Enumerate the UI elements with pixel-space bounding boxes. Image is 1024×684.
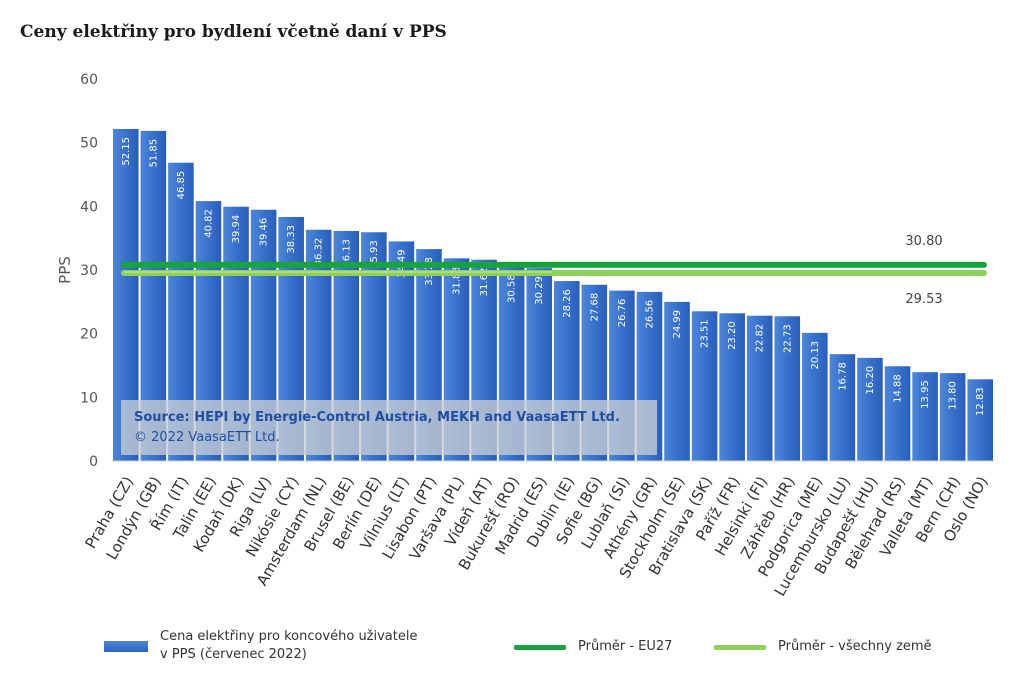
bar — [912, 372, 938, 461]
y-tick-label: 0 — [89, 454, 98, 470]
bar — [884, 366, 911, 461]
bar — [719, 313, 745, 461]
y-tick-label: 10 — [80, 390, 98, 406]
bar-value-label: 52.15 — [121, 137, 132, 166]
bar-value-label: 13.95 — [920, 380, 931, 409]
bar-value-label: 23.20 — [727, 321, 738, 350]
bar-value-label: 39.46 — [259, 218, 270, 247]
source-note-background — [121, 400, 657, 455]
y-axis-title: PPS — [56, 256, 74, 284]
bar-value-label: 46.85 — [176, 171, 187, 200]
bar-value-label: 38.33 — [286, 225, 297, 254]
legend-swatch-all — [714, 644, 766, 650]
bar-value-label: 36.32 — [314, 238, 325, 267]
bar-value-label: 23.51 — [700, 319, 711, 348]
source-note-line1: Source: HEPI by Energie-Control Austria,… — [134, 410, 620, 425]
legend-swatch-bar — [104, 640, 148, 652]
bar — [829, 354, 856, 461]
bar — [857, 357, 883, 461]
source-note-line2: © 2022 VaasaETT Ltd. — [134, 430, 280, 445]
legend-swatch-eu27 — [514, 644, 566, 650]
bar-value-label: 24.99 — [672, 310, 683, 339]
bar-value-label: 12.83 — [975, 387, 986, 416]
bar-value-label: 40.82 — [203, 209, 214, 238]
bar-value-label: 26.56 — [644, 300, 655, 329]
y-tick-label: 20 — [80, 327, 98, 343]
bar — [746, 315, 773, 461]
average-lines-group — [121, 261, 987, 276]
bar — [774, 316, 801, 461]
bar-value-label: 16.78 — [837, 362, 848, 391]
bar-value-label: 13.80 — [948, 381, 959, 410]
y-tick-label: 30 — [80, 263, 98, 279]
bar-value-label: 30.58 — [507, 274, 518, 303]
legend-label-all: Průměr - všechny země — [778, 639, 932, 654]
bar — [802, 332, 828, 461]
bar-value-label: 36.13 — [341, 239, 352, 268]
eu27-average-label: 30.80 — [905, 234, 942, 249]
bar-value-label: 22.73 — [782, 324, 793, 353]
legend-label-price-line2: v PPS (červenec 2022) — [160, 647, 307, 662]
bar-value-label: 39.94 — [231, 215, 242, 244]
bar — [691, 311, 718, 461]
bar-value-label: 51.85 — [148, 139, 159, 168]
bar-value-label: 35.93 — [369, 240, 380, 269]
average-labels-group: 30.80 29.53 — [905, 234, 942, 307]
legend-label-price-line1: Cena elektřiny pro koncového uživatele — [160, 629, 418, 644]
bar-value-label: 27.68 — [589, 293, 600, 322]
bar-value-label: 31.62 — [479, 268, 490, 297]
bar-value-label: 30.29 — [534, 276, 545, 305]
legend-item-all: Průměr - všechny země — [714, 638, 932, 656]
y-tick-label: 40 — [80, 199, 98, 215]
y-tick-label: 60 — [80, 72, 98, 88]
chart-title: Ceny elektřiny pro bydlení včetně daní v… — [20, 22, 447, 42]
bar-value-label: 16.20 — [865, 366, 876, 395]
legend-item-eu27: Průměr - EU27 — [514, 638, 672, 656]
all-countries-average-label: 29.53 — [905, 292, 942, 307]
bar-value-label: 31.83 — [452, 266, 463, 295]
bar — [939, 373, 966, 461]
y-tick-label: 50 — [80, 136, 98, 152]
legend-label-eu27: Průměr - EU27 — [578, 639, 673, 654]
bar-value-label: 22.82 — [755, 324, 766, 353]
bar — [664, 301, 690, 461]
bar-value-label: 20.13 — [810, 341, 821, 370]
bar — [967, 379, 993, 461]
bar-value-label: 28.26 — [562, 289, 573, 318]
legend-item-price: Cena elektřiny pro koncového uživatele v… — [104, 628, 417, 664]
bar-value-label: 26.76 — [617, 299, 628, 328]
source-note-box: Source: HEPI by Energie-Control Austria,… — [121, 400, 657, 455]
bar-value-label: 14.88 — [893, 374, 904, 403]
